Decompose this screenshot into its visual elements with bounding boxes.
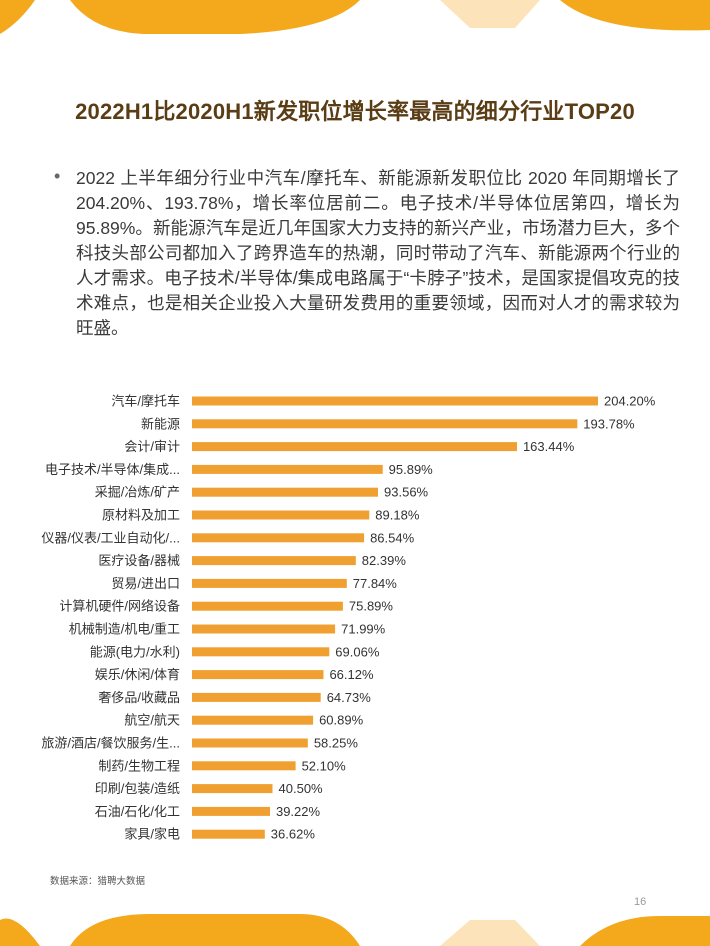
bottom-decoration: [0, 914, 710, 946]
data-source: 数据来源：猎聘大数据: [50, 876, 146, 887]
category-label: 会计/审计: [124, 439, 180, 454]
bar: [192, 761, 296, 771]
bar: [192, 715, 314, 725]
category-label: 家具/家电: [124, 827, 180, 842]
value-label: 71.99%: [341, 622, 386, 637]
category-label: 采掘/冶炼/矿产: [95, 485, 180, 500]
bar: [192, 578, 347, 588]
value-label: 64.73%: [327, 690, 372, 705]
value-label: 193.78%: [583, 416, 635, 431]
bar: [192, 442, 517, 452]
page-title: 2022H1比2020H1新发职位增长率最高的细分行业TOP20: [75, 99, 635, 124]
value-label: 58.25%: [314, 736, 359, 751]
category-label: 汽车/摩托车: [111, 394, 180, 409]
top-decoration: [0, 0, 710, 34]
bar: [192, 487, 378, 497]
value-label: 89.18%: [375, 508, 420, 523]
category-label: 医疗设备/器械: [98, 553, 180, 568]
category-label: 机械制造/机电/重工: [69, 622, 180, 637]
category-label: 仪器/仪表/工业自动化/...: [41, 530, 180, 545]
summary-text: 2022 上半年细分行业中汽车/摩托车、新能源新发职位比 2020 年同期增长了…: [76, 168, 680, 338]
category-label: 能源(电力/水利): [90, 644, 180, 659]
bar: [192, 829, 265, 839]
category-label: 奢侈品/收藏品: [98, 690, 180, 705]
bar: [192, 464, 383, 474]
value-label: 60.89%: [319, 713, 364, 728]
category-label: 原材料及加工: [102, 508, 180, 523]
value-label: 69.06%: [335, 644, 380, 659]
value-label: 77.84%: [353, 576, 398, 591]
bar: [192, 647, 330, 657]
bar: [192, 806, 270, 816]
bar: [192, 738, 308, 748]
bar: [192, 601, 343, 611]
page-number: 16: [634, 896, 647, 908]
bar-chart: 汽车/摩托车 204.20% 新能源 193.78% 会计/审计 163.44% 电子技术/…: [41, 394, 656, 842]
bar: [192, 556, 356, 566]
category-label: 旅游/酒店/餐饮服务/生...: [41, 736, 180, 751]
category-label: 娱乐/休闲/体育: [95, 667, 180, 682]
value-label: 39.22%: [276, 804, 321, 819]
category-label: 计算机硬件/网络设备: [59, 599, 180, 614]
value-label: 93.56%: [384, 485, 429, 500]
value-label: 52.10%: [302, 758, 347, 773]
bar: [192, 692, 321, 702]
category-label: 航空/航天: [124, 713, 180, 728]
value-label: 36.62%: [271, 827, 316, 842]
summary-paragraph: • 2022 上半年细分行业中汽车/摩托车、新能源新发职位比 2020 年同期增…: [50, 166, 680, 341]
bullet-dot-icon: •: [54, 166, 61, 186]
value-label: 163.44%: [523, 439, 575, 454]
category-label: 制药/生物工程: [98, 758, 180, 773]
bar: [192, 624, 336, 634]
category-label: 印刷/包装/造纸: [95, 781, 180, 796]
bar: [192, 533, 365, 543]
value-label: 40.50%: [279, 781, 324, 796]
value-label: 66.12%: [329, 667, 374, 682]
bar: [192, 396, 598, 406]
value-label: 86.54%: [370, 530, 415, 545]
category-label: 石油/石化/化工: [95, 804, 180, 819]
bar: [192, 419, 578, 429]
category-label: 新能源: [141, 416, 180, 431]
value-label: 82.39%: [362, 553, 407, 568]
value-label: 75.89%: [349, 599, 394, 614]
value-label: 95.89%: [389, 462, 434, 477]
category-label: 电子技术/半导体/集成...: [45, 462, 180, 477]
category-label: 贸易/进出口: [111, 576, 180, 591]
value-label: 204.20%: [604, 394, 656, 409]
bar: [192, 510, 370, 520]
bar: [192, 784, 273, 794]
bar: [192, 670, 324, 680]
